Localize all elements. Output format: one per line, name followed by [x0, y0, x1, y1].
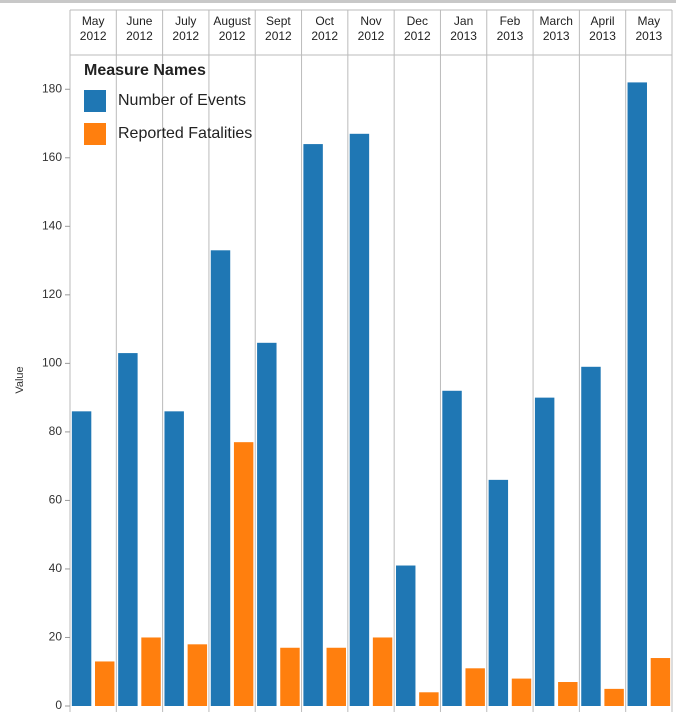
- column-header: July 2012: [172, 14, 200, 43]
- bar: [488, 479, 509, 706]
- column-header: Nov 2012: [357, 14, 385, 43]
- bar: [558, 682, 578, 706]
- bar: [71, 411, 92, 706]
- top-border: [0, 0, 676, 3]
- bar: [396, 565, 416, 706]
- y-tick-label: 160: [42, 150, 62, 164]
- y-tick-label: 100: [42, 356, 62, 370]
- bar: [187, 644, 208, 706]
- bar: [511, 678, 532, 706]
- column-header: March 2013: [539, 14, 573, 43]
- y-tick-label: 60: [49, 493, 63, 507]
- bar: [349, 133, 370, 706]
- bar: [280, 647, 300, 706]
- bar: [210, 250, 231, 707]
- bar: [164, 411, 184, 706]
- bar: [303, 144, 323, 706]
- bar: [604, 688, 624, 706]
- y-tick-label: 180: [42, 81, 62, 95]
- column-header: May 2013: [635, 14, 663, 43]
- legend-label: Reported Fatalities: [118, 124, 253, 142]
- y-axis-label: Value: [14, 366, 26, 393]
- y-tick-label: 120: [42, 287, 62, 301]
- bar: [442, 390, 462, 706]
- bar: [650, 658, 671, 706]
- bar: [372, 637, 393, 706]
- column-header: Jan 2013: [450, 14, 477, 43]
- y-tick-label: 80: [49, 424, 63, 438]
- y-tick-label: 40: [49, 561, 63, 575]
- column-header: May 2012: [79, 14, 107, 43]
- bar: [326, 647, 346, 706]
- legend-entry: Number of Events: [84, 84, 252, 117]
- bar: [257, 342, 277, 706]
- y-tick-label: 140: [42, 218, 62, 232]
- bar: [627, 82, 647, 707]
- column-header: Sept 2012: [265, 14, 292, 43]
- legend-title: Measure Names: [84, 62, 206, 79]
- legend-entry: Reported Fatalities: [84, 117, 252, 150]
- column-header: Oct 2012: [311, 14, 339, 43]
- column-header: August 2012: [213, 14, 251, 43]
- column-header: Dec 2012: [403, 14, 431, 43]
- legend-label: Number of Events: [118, 91, 247, 109]
- y-tick-label: 20: [49, 630, 63, 644]
- bar: [534, 397, 555, 706]
- bar: [141, 637, 161, 706]
- column-header: April 2013: [589, 14, 616, 43]
- bar: [95, 661, 115, 706]
- bar: [581, 366, 601, 706]
- bar: [419, 692, 439, 706]
- bar: [233, 442, 254, 706]
- column-header: June 2012: [126, 14, 153, 43]
- bar: [118, 353, 138, 706]
- y-tick-label: 0: [55, 698, 62, 712]
- legend-swatch: [84, 122, 106, 145]
- column-header: Feb 2013: [496, 14, 524, 43]
- bar: [465, 668, 485, 706]
- legend: Measure Names Number of Events Reported F…: [84, 62, 252, 150]
- legend-swatch: [84, 89, 106, 112]
